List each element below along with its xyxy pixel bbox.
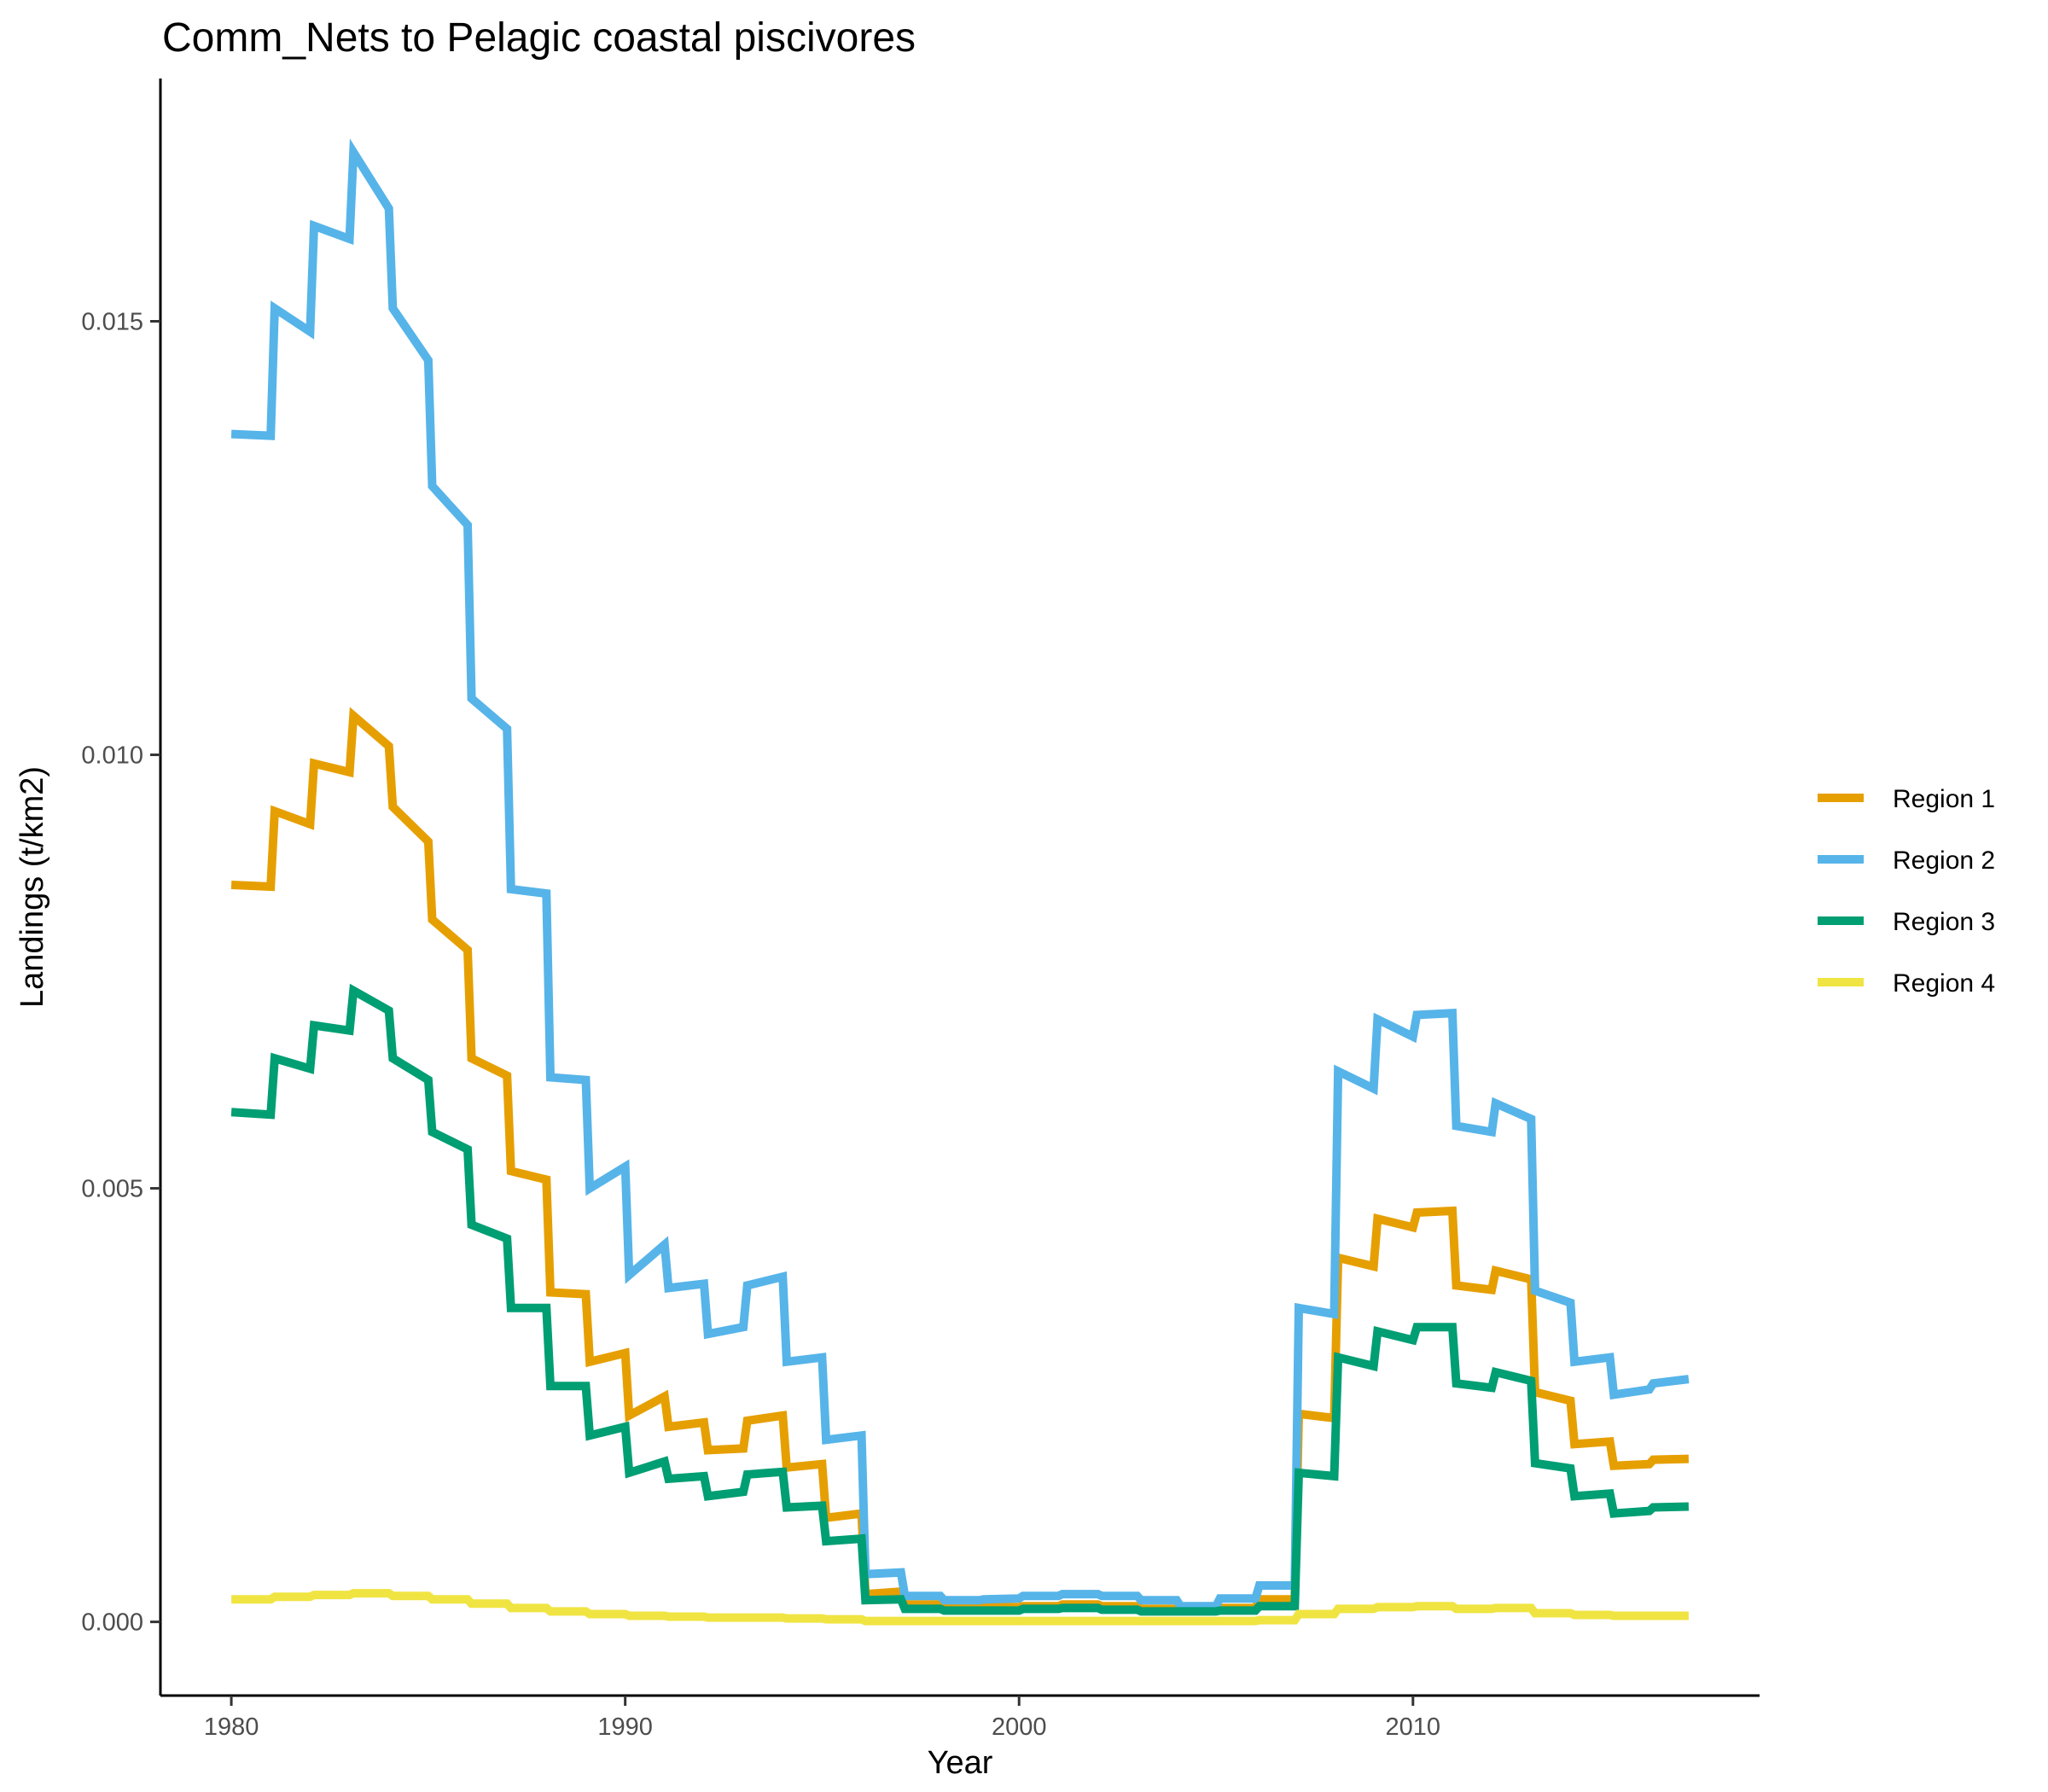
x-axis-ticks: 1980 1990 2000 2010: [204, 1696, 1440, 1741]
x-axis-title: Year: [928, 1745, 993, 1781]
legend: Region 1 Region 2 Region 3 Region 4: [1818, 785, 1995, 998]
series-line-region-3: [230, 983, 1690, 1616]
y-tick-label: 0.010: [81, 742, 143, 770]
y-axis-ticks: 0.000 0.005 0.010 0.015: [81, 309, 160, 1637]
x-tick-label: 1980: [204, 1713, 259, 1741]
chart-title: Comm_Nets to Pelagic coastal piscivores: [162, 15, 916, 61]
x-tick-label: 2000: [992, 1713, 1047, 1741]
series-layer: [230, 138, 1690, 1626]
y-tick-label: 0.005: [81, 1176, 143, 1203]
x-tick-label: 2010: [1386, 1713, 1441, 1741]
legend-label-region-4: Region 4: [1893, 969, 1995, 998]
y-tick-label: 0.015: [81, 309, 143, 336]
x-tick-label: 1990: [597, 1713, 653, 1741]
series-line-region-4: [231, 1589, 1689, 1626]
y-axis-title: Landings (t/km2): [15, 766, 50, 1008]
y-tick-label: 0.000: [81, 1609, 143, 1637]
series-line-region-1: [230, 707, 1690, 1615]
legend-label-region-1: Region 1: [1893, 785, 1995, 813]
legend-label-region-2: Region 2: [1893, 847, 1995, 875]
legend-label-region-3: Region 3: [1893, 908, 1995, 936]
series-line-region-2: [230, 138, 1690, 1611]
